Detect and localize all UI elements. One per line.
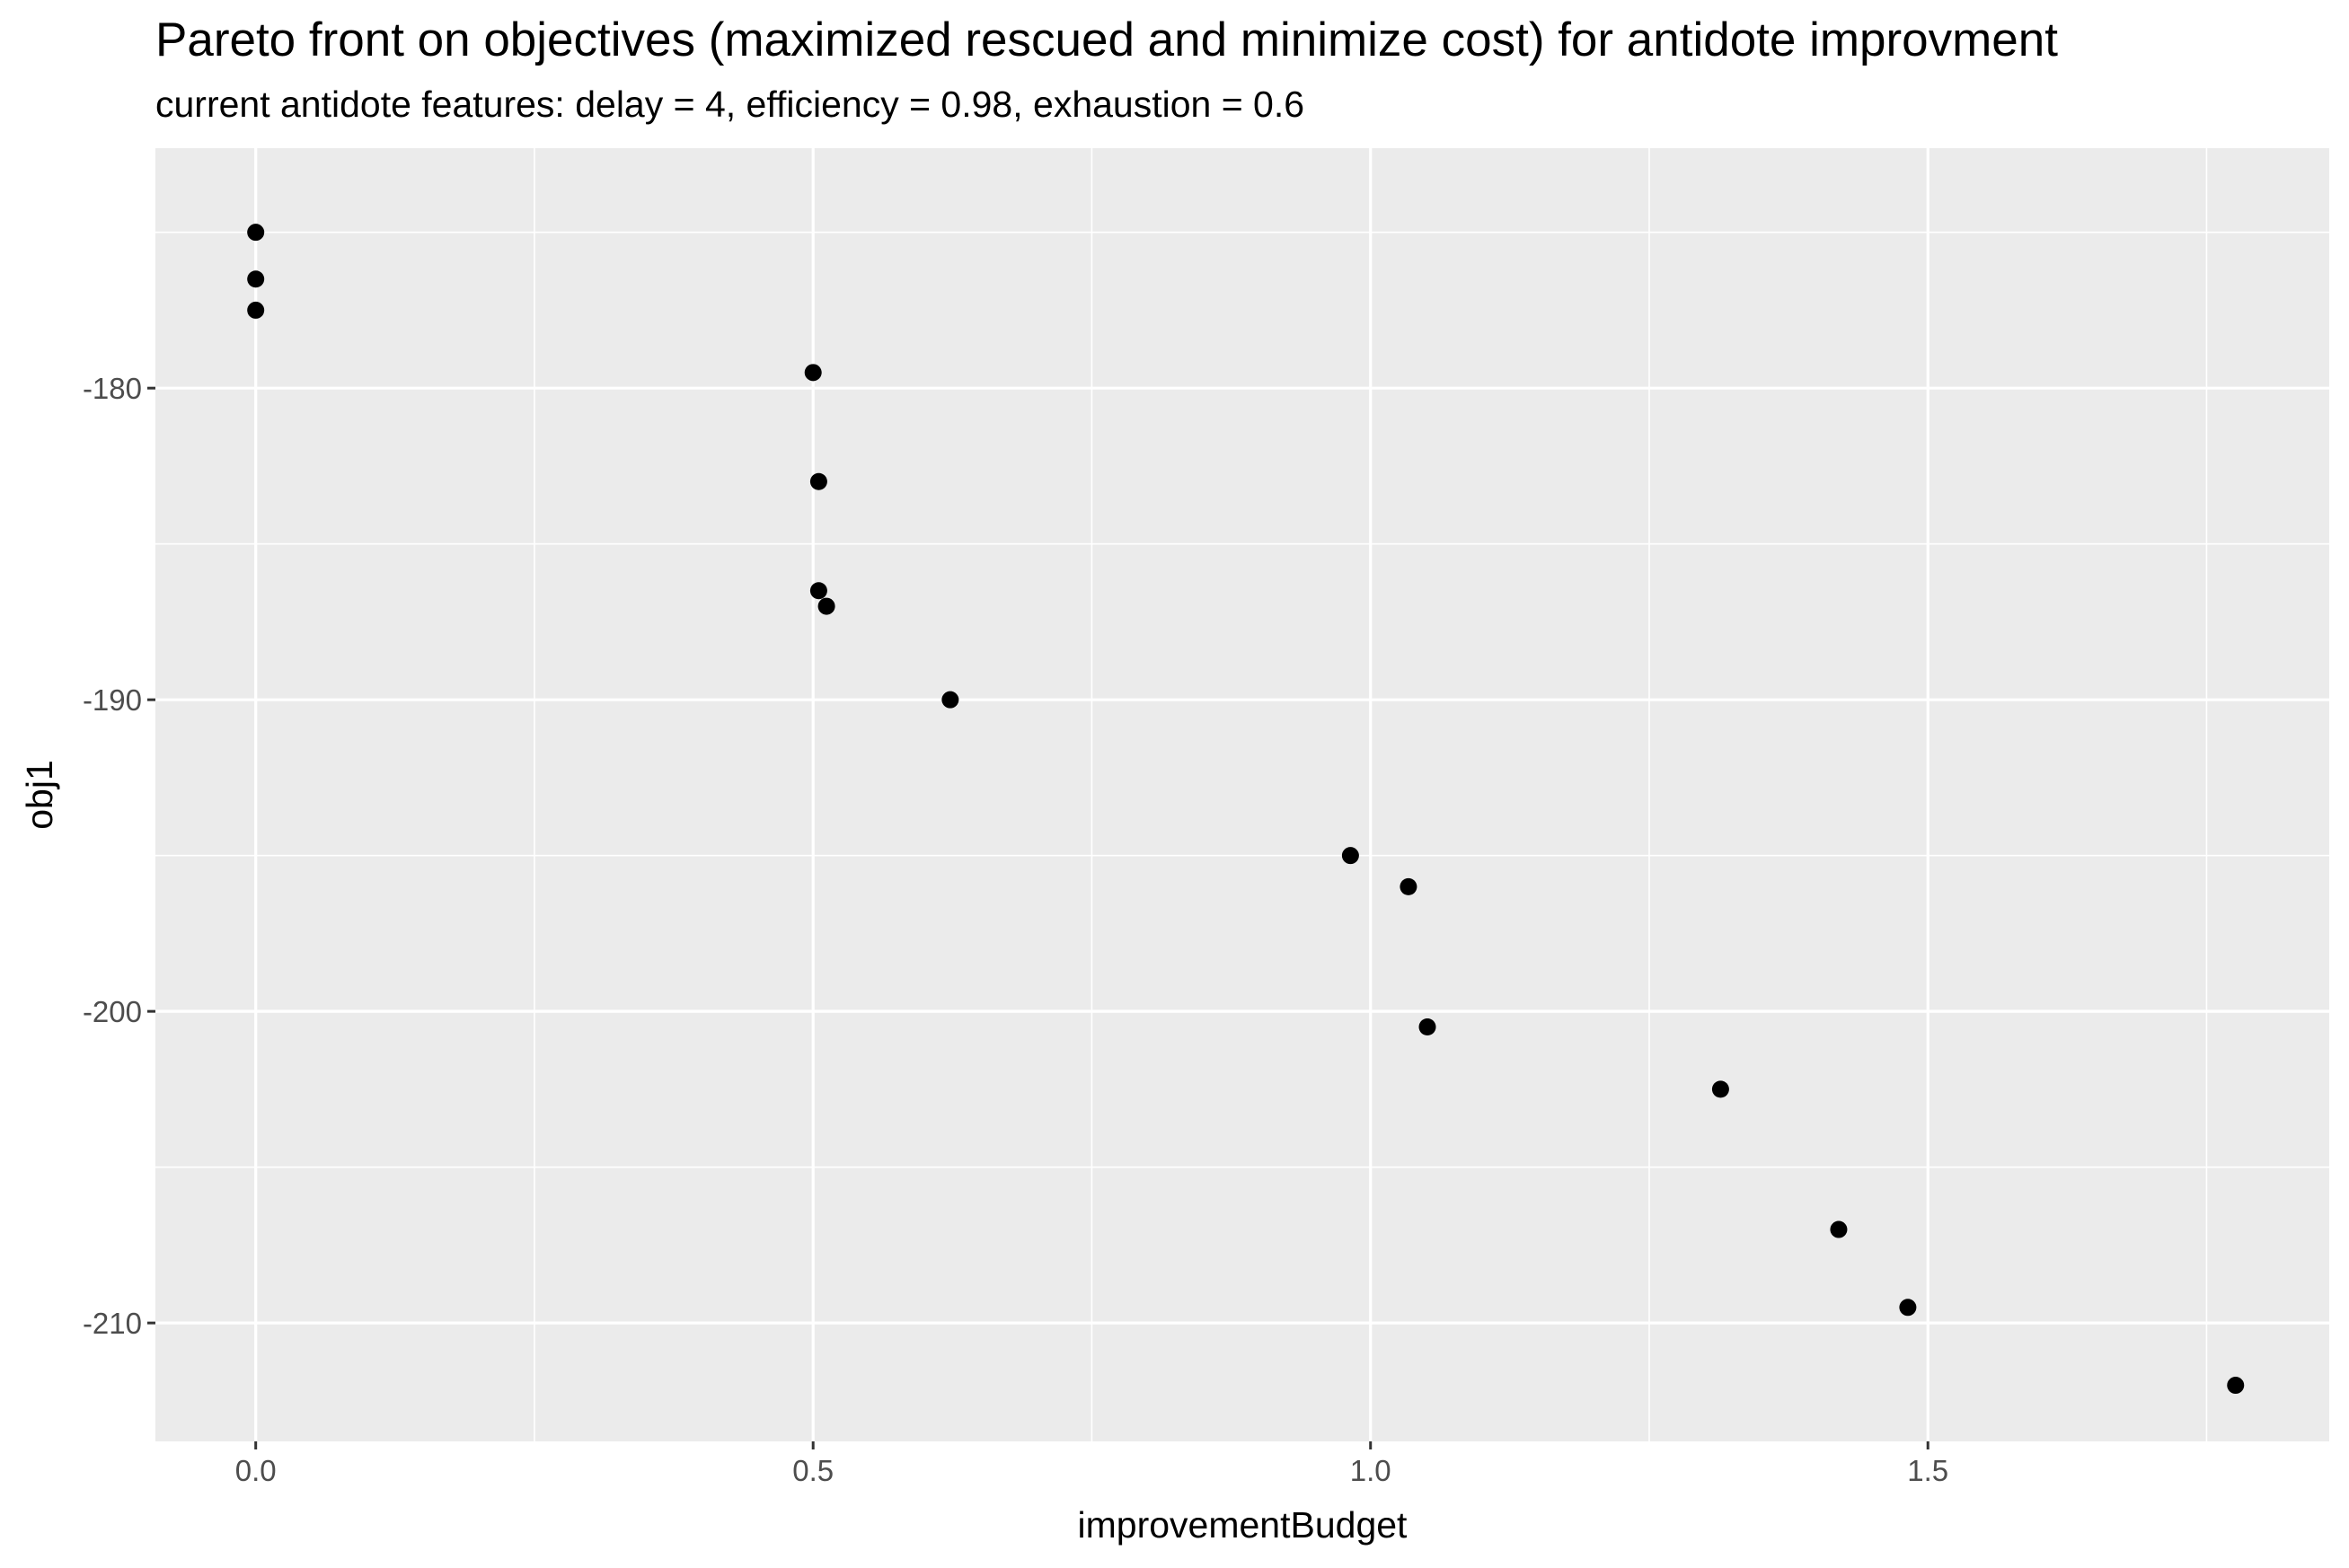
y-tick-label-2: -200 [83,995,142,1028]
x-tick-label-1: 0.5 [792,1454,834,1487]
data-point-6 [817,597,835,615]
data-point-14 [2227,1377,2245,1395]
x-axis: 0.0 0.5 1.0 1.5 [235,1441,1948,1487]
data-point-12 [1830,1220,1848,1238]
data-point-8 [1341,847,1359,865]
data-point-4 [809,472,827,490]
x-tick-label-0: 0.0 [235,1454,277,1487]
minor-grid [155,148,2329,1441]
data-point-2 [247,301,265,319]
y-axis: -180 -190 -200 -210 [83,372,155,1340]
x-tick-label-3: 1.5 [1907,1454,1948,1487]
data-point-9 [1400,877,1417,895]
data-point-11 [1711,1080,1729,1098]
major-grid [155,148,2329,1441]
x-tick-label-2: 1.0 [1350,1454,1391,1487]
plot-panel [155,148,2329,1441]
data-point-13 [1899,1299,1917,1317]
chart-title: Pareto front on objectives (maximized re… [155,13,2058,66]
data-points [247,224,2245,1395]
data-point-10 [1418,1018,1436,1036]
data-point-5 [809,582,827,600]
y-tick-label-0: -180 [83,372,142,405]
data-point-0 [247,224,265,242]
y-tick-label-1: -190 [83,683,142,717]
y-axis-title: obj1 [19,760,60,830]
data-point-3 [804,364,822,382]
x-axis-title: improvementBudget [1078,1504,1409,1546]
data-point-1 [247,270,265,288]
data-point-7 [941,691,959,709]
y-tick-label-3: -210 [83,1307,142,1340]
chart-subtitle: current antidote features: delay = 4, ef… [155,84,1304,125]
